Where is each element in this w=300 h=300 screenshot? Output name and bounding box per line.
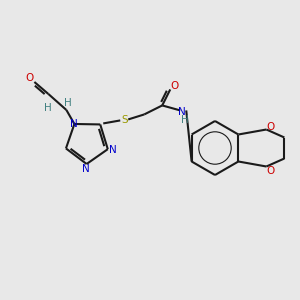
Text: O: O [170,81,178,92]
Text: H: H [44,103,51,113]
Text: O: O [25,73,34,83]
Text: O: O [266,122,274,133]
Text: O: O [266,166,274,176]
Text: N: N [178,107,186,117]
Text: S: S [121,116,128,125]
Text: H: H [64,98,71,108]
Text: H: H [182,116,189,125]
Text: N: N [109,145,117,155]
Text: N: N [70,119,77,129]
Text: N: N [82,164,89,174]
